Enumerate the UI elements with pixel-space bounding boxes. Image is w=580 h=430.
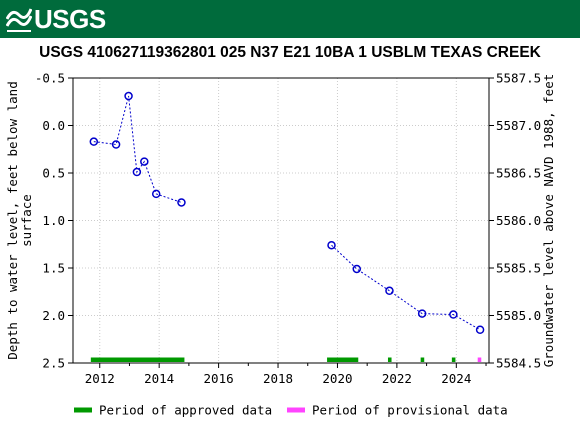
left-axis-ticks: -0.5 0.0 0.5 1.0 1.5 2.0 2.5 xyxy=(35,71,73,371)
data-point xyxy=(385,286,394,296)
data-point xyxy=(89,137,99,146)
left-axis-label-line2: surface xyxy=(19,194,34,247)
usgs-logo-text: USGS xyxy=(34,3,106,34)
data-point xyxy=(449,310,458,319)
x-tick-label: 2014 xyxy=(144,371,174,386)
chart-legend: Period of approved data Period of provisi… xyxy=(74,403,508,418)
chart-title: USGS 410627119362801 025 N37 E21 10BA 1 … xyxy=(39,44,541,61)
data-point xyxy=(111,140,121,149)
approved-period-bar xyxy=(451,357,456,362)
series-line xyxy=(93,95,182,203)
left-tick-label: 0.5 xyxy=(42,166,65,181)
x-tick-label: 2016 xyxy=(204,371,234,386)
right-tick-label: 5586.5 xyxy=(496,166,541,181)
data-point xyxy=(177,198,186,207)
data-series xyxy=(89,91,485,334)
x-tick-label: 2022 xyxy=(382,371,412,386)
approved-period-bar xyxy=(420,357,425,362)
right-tick-label: 5585.5 xyxy=(496,261,541,276)
legend-label: Period of approved data xyxy=(99,403,272,418)
approved-period-bar xyxy=(327,357,359,362)
usgs-logo[interactable]: USGS xyxy=(6,3,106,34)
legend-swatch xyxy=(287,407,305,413)
data-point xyxy=(151,189,161,199)
data-point xyxy=(327,240,336,250)
right-axis-label: Groundwater level above NAVD 1988, feet xyxy=(541,74,556,368)
legend-label: Period of provisional data xyxy=(312,403,508,418)
usgs-wave-icon xyxy=(6,8,32,32)
right-tick-label: 5586.0 xyxy=(496,213,541,228)
x-tick-label: 2012 xyxy=(85,371,115,386)
legend-swatch xyxy=(74,407,92,413)
left-tick-label: 0.0 xyxy=(42,118,65,133)
left-tick-label: -0.5 xyxy=(35,71,65,86)
data-point xyxy=(124,91,133,101)
left-tick-label: 2.0 xyxy=(42,308,65,323)
data-point xyxy=(417,309,427,318)
approved-period-bar xyxy=(90,357,185,362)
approved-period-bar xyxy=(387,357,392,362)
left-tick-label: 2.5 xyxy=(42,356,65,371)
usgs-banner: USGS xyxy=(0,0,580,38)
right-tick-label: 5584.5 xyxy=(496,356,541,371)
right-tick-label: 5585.0 xyxy=(496,308,541,323)
data-point xyxy=(475,325,485,334)
left-axis-label-line1: Depth to water level, feet below land xyxy=(5,81,20,359)
right-tick-label: 5587.0 xyxy=(496,118,541,133)
grid-lines xyxy=(73,77,489,364)
data-period-bars xyxy=(90,357,482,362)
right-axis-ticks: 5587.5 5587.0 5586.5 5586.0 5585.5 5585.0 5584… xyxy=(489,71,541,371)
right-tick-label: 5587.5 xyxy=(496,71,541,86)
x-axis-ticks: 2012 2014 2016 2018 2020 2022 2024 xyxy=(85,363,487,386)
left-tick-label: 1.5 xyxy=(42,261,65,276)
series-line xyxy=(331,244,481,331)
x-tick-label: 2024 xyxy=(441,371,471,386)
left-tick-label: 1.0 xyxy=(42,213,65,228)
data-point xyxy=(140,157,149,166)
data-point xyxy=(132,167,142,177)
x-tick-label: 2018 xyxy=(263,371,293,386)
data-point xyxy=(352,264,362,274)
provisional-period-bar xyxy=(477,357,482,362)
x-tick-label: 2020 xyxy=(322,371,352,386)
